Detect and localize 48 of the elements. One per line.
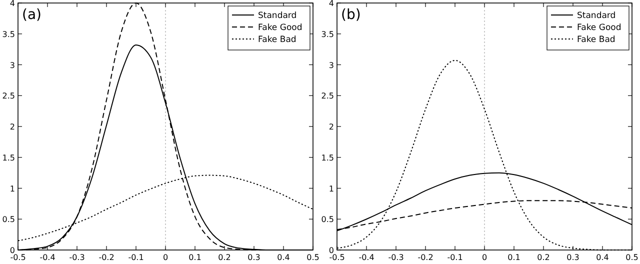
y-tick-label: 4: [328, 0, 334, 8]
y-tick-label: 0: [328, 246, 334, 255]
x-tick-label: 0.4: [596, 253, 609, 262]
y-tick-label: 2: [10, 122, 15, 132]
annotation: (b): [341, 7, 361, 23]
x-tick-label: 0.2: [218, 253, 231, 262]
x-tick-label: -0.1: [447, 253, 463, 262]
annotation: (a): [22, 7, 42, 23]
x-tick-label: -0.5: [329, 253, 345, 262]
x-tick-label: 0: [482, 253, 488, 262]
legend-label: Standard: [577, 11, 616, 21]
x-tick-label: 0.3: [566, 253, 580, 262]
x-tick-label: 0: [162, 253, 168, 262]
x-tick-label: 0.4: [277, 253, 290, 262]
y-tick-label: 0.5: [321, 215, 334, 224]
x-tick-label: -0.2: [98, 253, 114, 262]
x-tick-label: 0.5: [626, 253, 638, 262]
x-tick-label: -0.1: [128, 253, 144, 262]
x-tick-label: 0.1: [508, 253, 520, 262]
x-tick-label: -0.5: [10, 253, 26, 262]
y-tick-label: 4: [10, 0, 15, 8]
y-tick-label: 3.5: [321, 30, 334, 39]
x-tick-label: -0.3: [69, 253, 85, 262]
y-tick-label: 3: [10, 60, 15, 70]
x-tick-label: -0.4: [40, 253, 56, 262]
legend-label: Fake Good: [258, 23, 302, 33]
x-tick-label: 0.3: [248, 253, 260, 262]
x-tick-label: 0.5: [306, 253, 320, 262]
y-tick-label: 2.5: [321, 92, 334, 101]
y-tick-label: 2.5: [2, 92, 15, 101]
y-tick-label: 3.5: [2, 30, 15, 39]
legend-label: Fake Good: [577, 23, 622, 33]
x-tick-label: -0.3: [388, 253, 404, 262]
legend-label: Fake Bad: [577, 35, 616, 45]
y-tick-label: 1: [10, 184, 15, 194]
y-tick-label: 0: [10, 246, 15, 255]
y-tick-label: 1.5: [321, 153, 334, 162]
y-tick-label: 3: [328, 60, 334, 70]
y-tick-label: 2: [328, 122, 334, 132]
y-tick-label: 1.5: [2, 153, 15, 162]
x-tick-label: -0.4: [358, 253, 374, 262]
y-tick-label: 1: [328, 184, 334, 194]
legend-label: Fake Bad: [258, 35, 296, 45]
legend-label: Standard: [258, 11, 297, 21]
x-tick-label: 0.2: [537, 253, 550, 262]
y-tick-label: 0.5: [2, 215, 15, 224]
x-tick-label: 0.1: [188, 253, 202, 262]
x-tick-label: -0.2: [418, 253, 434, 262]
